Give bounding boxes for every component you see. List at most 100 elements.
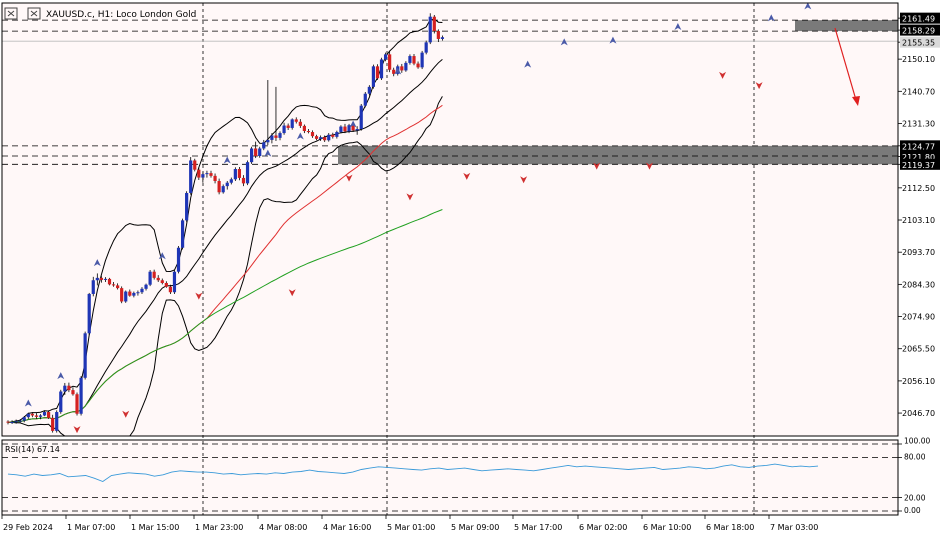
fractal-up-arrow (524, 60, 532, 68)
bear-candle (351, 125, 355, 131)
bull-candle (38, 415, 43, 417)
forecast-arrow-head (852, 96, 860, 106)
fractal-up-arrow (349, 120, 357, 128)
fractal-up-arrow (296, 132, 304, 140)
bear-candle (412, 56, 416, 64)
bull-candle (278, 133, 282, 138)
price-label: 2074.90 (902, 313, 935, 322)
bear-candle (392, 69, 396, 74)
fractal-up-arrow (223, 156, 231, 164)
bull-candle (42, 412, 47, 416)
bear-candle (241, 177, 246, 184)
bear-candle (107, 278, 112, 285)
bear-candle (310, 132, 315, 137)
bull-candle (250, 148, 254, 163)
bear-candle (323, 137, 327, 141)
bear-candle (34, 415, 39, 417)
bull-candle (262, 142, 266, 149)
fractal-down-arrow (345, 174, 353, 182)
bull-candle (327, 134, 331, 141)
fractal-markers (24, 2, 860, 434)
fractal-up-arrow (674, 22, 682, 30)
bull-candle (18, 420, 22, 422)
bear-candle (156, 277, 160, 281)
fractal-down-arrow (288, 289, 296, 297)
bull-candle (363, 93, 367, 106)
bull-candle (440, 37, 445, 39)
bear-candle (294, 119, 298, 122)
bear-candle (436, 31, 440, 39)
bull-candle (176, 247, 181, 272)
bear-candle (254, 148, 258, 157)
bull-candle (383, 54, 388, 60)
bull-candle (347, 125, 351, 132)
price-label-box (900, 140, 940, 152)
bear-candle (237, 169, 242, 178)
bull-candle (136, 292, 140, 294)
bear-candle (331, 134, 335, 137)
bear-candle (400, 66, 404, 71)
time-label: 5 Mar 17:00 (514, 523, 562, 532)
bull-candle (91, 280, 95, 294)
bear-candle (298, 121, 302, 126)
chart-title: XAUUSD.c, H1: Loco London Gold (46, 10, 196, 20)
symbol-name: XAUUSD.c (46, 10, 92, 20)
fractal-down-arrow (645, 162, 653, 170)
bear-candle (30, 413, 34, 416)
bear-candle (193, 160, 197, 170)
menu-icon[interactable] (4, 7, 18, 20)
symbol-icon[interactable] (27, 7, 41, 20)
bear-candle (164, 282, 168, 287)
time-label: 6 Mar 18:00 (706, 523, 754, 532)
bear-candle (160, 280, 164, 283)
fractal-up-arrow (93, 259, 101, 267)
bear-candle (128, 291, 132, 296)
price-label: 2124.77 (902, 142, 935, 151)
timeframe: H1 (98, 10, 111, 20)
bull-candle (266, 139, 270, 143)
bull-candle (83, 333, 87, 378)
bear-candle (120, 288, 124, 302)
bear-candle (432, 16, 436, 32)
bull-candle (404, 62, 408, 71)
bear-candle (197, 169, 201, 178)
indicator-area (2, 440, 898, 515)
bull-candle (63, 385, 67, 392)
time-label: 5 Mar 09:00 (451, 523, 499, 532)
bull-candle (355, 128, 359, 131)
price-label: 2119.37 (902, 161, 935, 170)
bull-candle (282, 125, 286, 134)
grid-lines (202, 3, 755, 515)
bull-candle (233, 169, 237, 180)
bear-candle (6, 421, 10, 423)
bull-candle (229, 179, 233, 183)
time-label: 5 Mar 01:00 (387, 523, 435, 532)
price-label: 2056.10 (902, 377, 935, 386)
bear-candle (67, 385, 71, 391)
bear-candle (213, 175, 217, 181)
bull-candle (59, 391, 63, 413)
bull-candle (319, 137, 323, 139)
rsi-line (7, 463, 819, 483)
time-label: 4 Mar 08:00 (259, 523, 307, 532)
bull-candle (103, 278, 108, 280)
price-label: 2161.49 (902, 15, 935, 24)
bull-candle (55, 412, 59, 431)
bull-candle (14, 421, 18, 423)
bull-candle (148, 271, 152, 285)
price-label: 2155.35 (902, 39, 935, 48)
price-label-box (900, 24, 940, 36)
price-label: 2131.30 (902, 119, 935, 128)
bear-candle (116, 285, 120, 289)
fractal-up-arrow (24, 399, 32, 407)
bear-candle (286, 125, 290, 128)
rsi-panel (2, 443, 898, 512)
bull-candle (258, 148, 262, 157)
time-label: 7 Mar 03:00 (770, 523, 818, 532)
time-label: 29 Feb 2024 (3, 523, 53, 532)
fractal-down-arrow (719, 71, 727, 79)
bull-candle (379, 59, 384, 79)
price-label-box (900, 12, 940, 24)
bull-candle (172, 271, 177, 293)
